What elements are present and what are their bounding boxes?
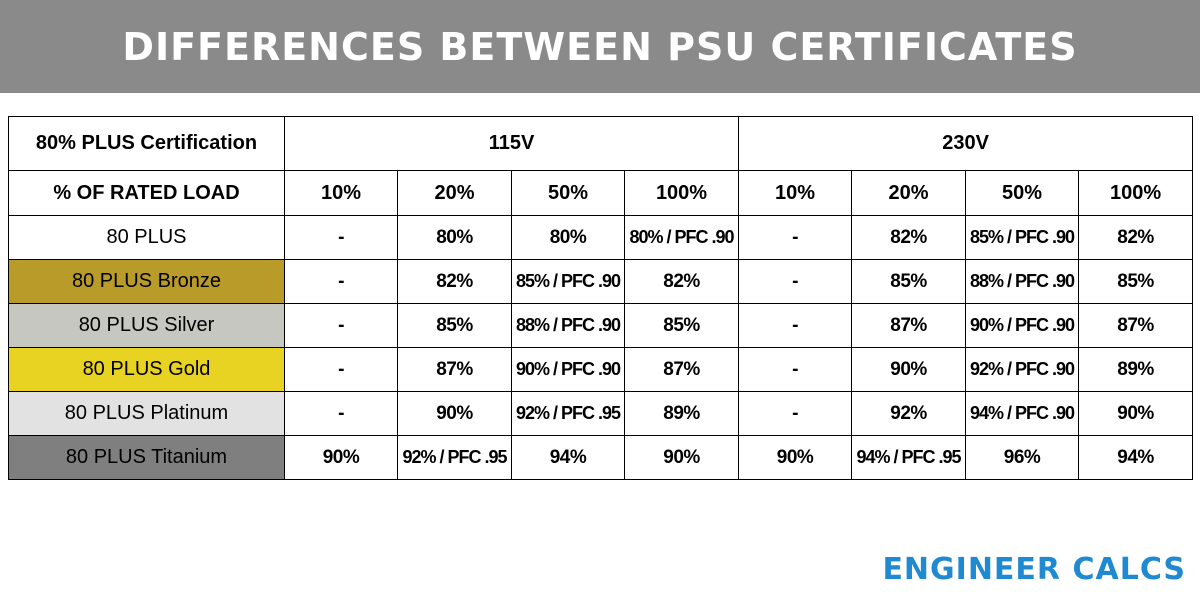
voltage-header-230v: 230V bbox=[738, 116, 1194, 171]
load-header: % OF RATED LOAD bbox=[8, 170, 285, 216]
efficiency-cell: 87% bbox=[397, 347, 512, 392]
efficiency-cell: - bbox=[738, 215, 853, 260]
efficiency-cell: 90% / PFC .90 bbox=[965, 303, 1080, 348]
title-banner: DIFFERENCES BETWEEN PSU CERTIFICATES bbox=[0, 0, 1200, 93]
table-row: 80 PLUS Platinum -90% 92% / PFC .95 89% -92%… bbox=[8, 391, 1194, 436]
efficiency-cell: 92% / PFC .95 bbox=[397, 435, 512, 480]
load-column-header: 10% bbox=[738, 170, 853, 216]
table-row: 80 PLUS -80% 80% 80% / PFC .90-82% 85% / PFC… bbox=[8, 215, 1194, 260]
certification-header: 80% PLUS Certification bbox=[8, 116, 285, 171]
table-row: 80 PLUS Gold -87% 90% / PFC .90 87% -90% 92% … bbox=[8, 347, 1194, 392]
efficiency-cell: - bbox=[738, 303, 853, 348]
efficiency-cell: 94% / PFC .90 bbox=[965, 391, 1080, 436]
efficiency-cell: 88% / PFC .90 bbox=[965, 259, 1080, 304]
efficiency-cell: 80% bbox=[511, 215, 625, 260]
efficiency-cell: 89% bbox=[1078, 347, 1194, 392]
efficiency-cell: 82% bbox=[397, 259, 512, 304]
efficiency-cell: 85% bbox=[1078, 259, 1194, 304]
efficiency-cell: 87% bbox=[1078, 303, 1194, 348]
efficiency-cell: 94% / PFC .95 bbox=[851, 435, 967, 480]
load-column-header: 20% bbox=[397, 170, 512, 216]
efficiency-cell: - bbox=[284, 215, 398, 260]
table-row: 80 PLUS Silver -85% 88% / PFC .90 85% -87% 90… bbox=[8, 303, 1194, 348]
efficiency-cell: 90% bbox=[623, 435, 740, 480]
efficiency-cell: 85% / PFC .90 bbox=[511, 259, 625, 304]
efficiency-cell: 88% / PFC .90 bbox=[511, 303, 625, 348]
efficiency-cell: 89% bbox=[623, 391, 740, 436]
efficiency-cell: - bbox=[284, 347, 398, 392]
certification-name: 80 PLUS bbox=[8, 215, 285, 260]
efficiency-cell: - bbox=[738, 347, 853, 392]
engineer-calcs-logo: ENGINEER CALCS bbox=[882, 552, 1186, 587]
table-row: 80 PLUS Bronze -82% 85% / PFC .90 82% -85% 88… bbox=[8, 259, 1194, 304]
efficiency-cell: 80% / PFC .90 bbox=[623, 215, 740, 260]
certification-name: 80 PLUS Gold bbox=[8, 347, 285, 392]
efficiency-cell: 94% bbox=[1078, 435, 1194, 480]
psu-certificate-table: 80% PLUS Certification 115V 230V % OF RA… bbox=[8, 116, 1194, 480]
efficiency-cell: 94% bbox=[511, 435, 625, 480]
efficiency-cell: 92% bbox=[851, 391, 967, 436]
efficiency-cell: - bbox=[738, 259, 853, 304]
efficiency-cell: 96% bbox=[965, 435, 1080, 480]
efficiency-cell: 92% / PFC .90 bbox=[965, 347, 1080, 392]
efficiency-cell: 90% bbox=[851, 347, 967, 392]
efficiency-cell: - bbox=[284, 303, 398, 348]
load-column-header: 100% bbox=[1078, 170, 1194, 216]
load-column-header: 100% bbox=[623, 170, 740, 216]
efficiency-cell: 90% bbox=[738, 435, 853, 480]
efficiency-cell: 90% bbox=[397, 391, 512, 436]
certification-name: 80 PLUS Platinum bbox=[8, 391, 285, 436]
header-row-load: % OF RATED LOAD 10% 20% 50% 100% 10% 20%… bbox=[8, 170, 1194, 216]
table-row: 80 PLUS Titanium 90% 92% / PFC .95 94% 90% 90… bbox=[8, 435, 1194, 480]
efficiency-cell: 87% bbox=[851, 303, 967, 348]
efficiency-cell: - bbox=[284, 259, 398, 304]
voltage-header-115v: 115V bbox=[283, 116, 740, 171]
efficiency-cell: 90% bbox=[284, 435, 398, 480]
efficiency-cell: 90% bbox=[1078, 391, 1194, 436]
efficiency-cell: 85% bbox=[397, 303, 512, 348]
load-column-header: 50% bbox=[511, 170, 625, 216]
efficiency-cell: 87% bbox=[623, 347, 740, 392]
efficiency-cell: 82% bbox=[623, 259, 740, 304]
efficiency-cell: 85% bbox=[851, 259, 967, 304]
efficiency-cell: - bbox=[284, 391, 398, 436]
certification-name: 80 PLUS Titanium bbox=[8, 435, 285, 480]
efficiency-cell: 85% / PFC .90 bbox=[965, 215, 1080, 260]
certification-name: 80 PLUS Bronze bbox=[8, 259, 285, 304]
load-column-header: 50% bbox=[965, 170, 1080, 216]
page-title: DIFFERENCES BETWEEN PSU CERTIFICATES bbox=[122, 24, 1078, 69]
header-row-voltage: 80% PLUS Certification 115V 230V bbox=[8, 116, 1194, 171]
efficiency-cell: 82% bbox=[851, 215, 967, 260]
certification-name: 80 PLUS Silver bbox=[8, 303, 285, 348]
efficiency-cell: 85% bbox=[623, 303, 740, 348]
efficiency-cell: - bbox=[738, 391, 853, 436]
efficiency-cell: 90% / PFC .90 bbox=[511, 347, 625, 392]
efficiency-cell: 92% / PFC .95 bbox=[511, 391, 625, 436]
load-column-header: 10% bbox=[284, 170, 398, 216]
load-column-header: 20% bbox=[851, 170, 967, 216]
efficiency-cell: 80% bbox=[397, 215, 512, 260]
efficiency-cell: 82% bbox=[1078, 215, 1194, 260]
